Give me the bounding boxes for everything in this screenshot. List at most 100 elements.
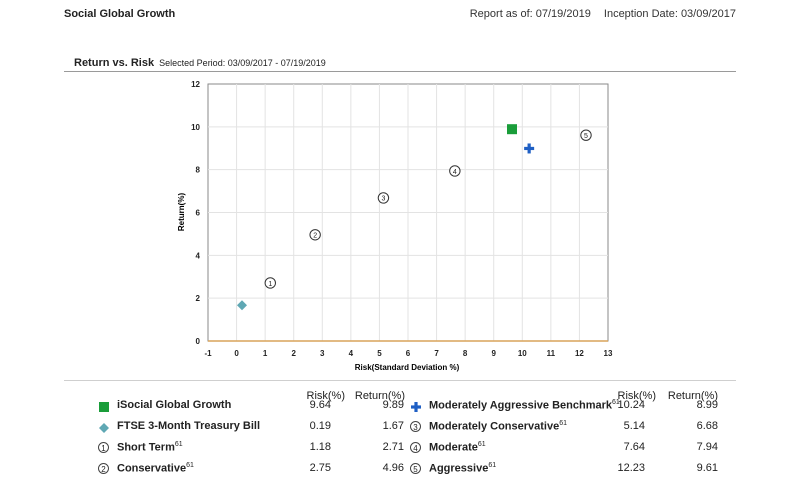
legend-return-value: 2.71 [382,441,404,453]
point-isocial-global-growth [507,124,517,135]
legend-footnote: 61 [186,462,194,469]
legend-item-name: Short Term61 [117,441,183,454]
chart-points: 1 2 3 4 5 [237,124,592,311]
legend-name-text: Moderate [429,441,478,454]
legend-footnote: 61 [174,441,183,448]
legend-risk-value: 12.23 [617,462,645,474]
y-tick-label: 4 [196,251,201,260]
cross-bar-v [414,402,418,412]
point-aggressive: 5 [580,129,592,141]
y-tick-label: 0 [196,337,201,346]
circle-number: 5 [584,133,588,140]
x-tick-label: 6 [406,349,411,358]
x-axis-label: Risk(Standard Deviation %) [355,363,460,372]
y-axis-label: Return(%) [177,193,186,232]
legend-return-value: 9.61 [696,462,718,474]
circle-outline [580,129,592,141]
legend-return-value: 8.99 [696,399,718,411]
x-tick-label: 12 [575,349,584,358]
legend-name-text: FTSE 3-Month Treasury Bill [117,420,261,432]
legend-risk-value: 1.18 [309,441,331,453]
legend-return-value: 6.68 [696,420,718,432]
legend-risk-header-right: Risk(%) [617,390,657,402]
legend-name-text: Aggressive [429,462,489,475]
legend-risk-header-left: Risk(%) [306,390,346,402]
section-title: Return vs. Risk Selected Period: 03/09/2… [74,57,326,69]
legend-name-text: iSocial Global Growth [117,399,232,411]
legend-item-name: Aggressive61 [429,462,496,475]
inception-date: Inception Date: 03/09/2017 [603,8,736,20]
report-meta: Report as of: 07/19/2019 Inception Date:… [470,8,736,20]
point-moderately-conservative: 3 [377,192,390,204]
selected-period: Selected Period: 03/09/2017 - 07/19/2019 [159,58,326,68]
legend-item-name: Moderate61 [429,441,486,454]
legend-marker-shape [99,423,109,433]
legend-item-name: Conservative61 [117,462,194,475]
legend-item-name: Moderately Conservative61 [429,420,567,433]
x-tick-label: 3 [320,349,325,358]
x-tick-label: 8 [463,349,468,358]
legend-item-name: iSocial Global Growth [117,399,231,411]
point-moderate: 4 [449,165,461,177]
x-tick-label: 10 [518,349,527,358]
legend-footnote: 61 [488,462,497,469]
legend-marker-diamond [98,421,110,433]
legend-marker-circle: 4 [410,442,421,453]
legend-return-header-left: Return(%) [354,390,405,402]
circle-outline [309,229,321,241]
circle-number: 1 [268,281,272,288]
circle-outline [264,277,276,289]
legend-marker-shape [99,402,109,412]
section-divider-bottom [64,380,736,381]
report-header: Social Global Growth Report as of: 07/19… [64,8,736,28]
legend-return-value: 1.67 [382,420,404,432]
y-tick-label: 8 [196,166,201,175]
legend-marker-cross [410,400,422,412]
circle-number: 3 [381,196,385,203]
x-tick-label: 4 [349,349,354,358]
legend-item-name: FTSE 3-Month Treasury Bill [117,420,260,432]
legend-marker-glyph [99,423,109,433]
legend-marker-circle: 5 [410,463,421,474]
point-ftse-3-month-treasury-bill [237,300,247,311]
y-tick-label: 2 [196,294,201,303]
legend-return-value: 4.96 [382,462,404,474]
circle-outline [449,165,461,177]
legend-return-value: 9.89 [382,399,404,411]
legend-marker-glyph [99,402,109,412]
x-tick-label: 11 [547,349,556,358]
x-tick-label: -1 [204,349,212,358]
legend-marker-circle: 1 [98,442,109,453]
legend-marker-circle: 3 [410,421,421,432]
legend-marker-glyph [411,402,421,412]
report-title: Social Global Growth [64,8,176,20]
chart-grid [207,83,609,342]
cross-bar-v [527,143,531,154]
section-divider-top [64,71,736,72]
x-tick-label: 1 [263,349,268,358]
legend-footnote: 61 [559,420,568,427]
legend-item-name: Moderately Aggressive Benchmark61 [429,399,620,412]
y-tick-label: 6 [196,209,201,218]
y-tick-label: 10 [191,123,200,132]
report-as-of: Report as of: 07/19/2019 [469,8,591,20]
x-tick-label: 5 [377,349,382,358]
legend-marker-circle: 2 [98,463,109,474]
legend-footnote: 61 [477,441,486,448]
legend-marker-shape [411,402,421,412]
circle-number: 4 [453,169,457,176]
point-short-term: 1 [264,277,276,289]
legend-risk-value: 5.14 [623,420,645,432]
legend-return-value: 7.94 [696,441,718,453]
legend-risk-value: 0.19 [309,420,331,432]
legend-risk-value: 7.64 [623,441,645,453]
section-title-main: Return vs. Risk [74,57,155,69]
point-conservative: 2 [309,229,321,241]
y-tick-label: 12 [191,80,200,89]
legend-name-text: Short Term [117,441,175,454]
legend-footnote: 61 [612,399,620,406]
x-tick-label: 7 [434,349,439,358]
x-tick-label: 9 [491,349,496,358]
legend-risk-value: 9.64 [309,399,331,411]
